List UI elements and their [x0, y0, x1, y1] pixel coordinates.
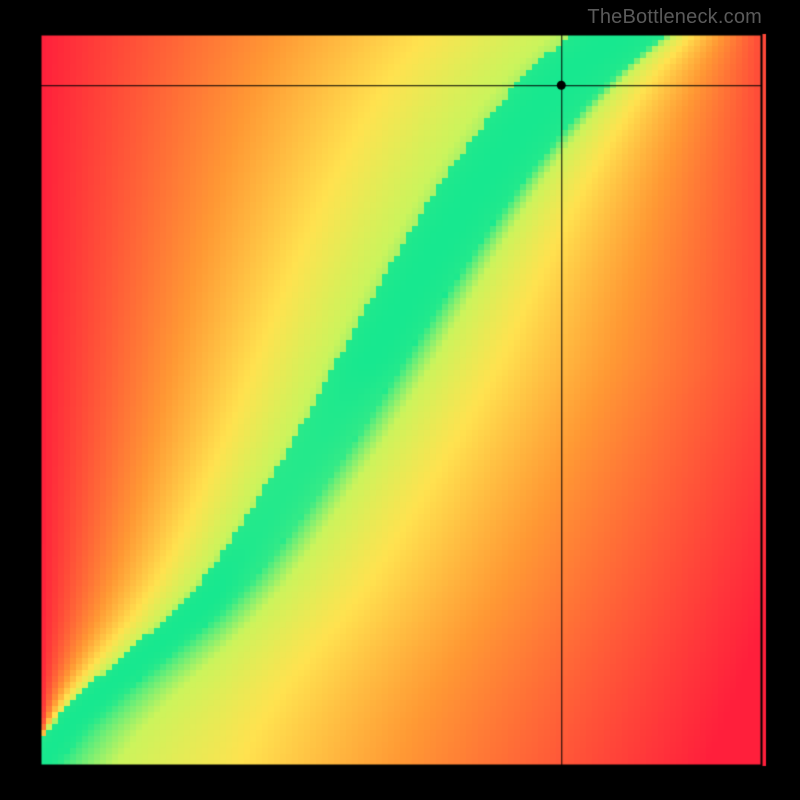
- watermark-label: TheBottleneck.com: [587, 6, 762, 29]
- bottleneck-heatmap-canvas: [0, 0, 800, 800]
- chart-root: TheBottleneck.com: [0, 0, 800, 800]
